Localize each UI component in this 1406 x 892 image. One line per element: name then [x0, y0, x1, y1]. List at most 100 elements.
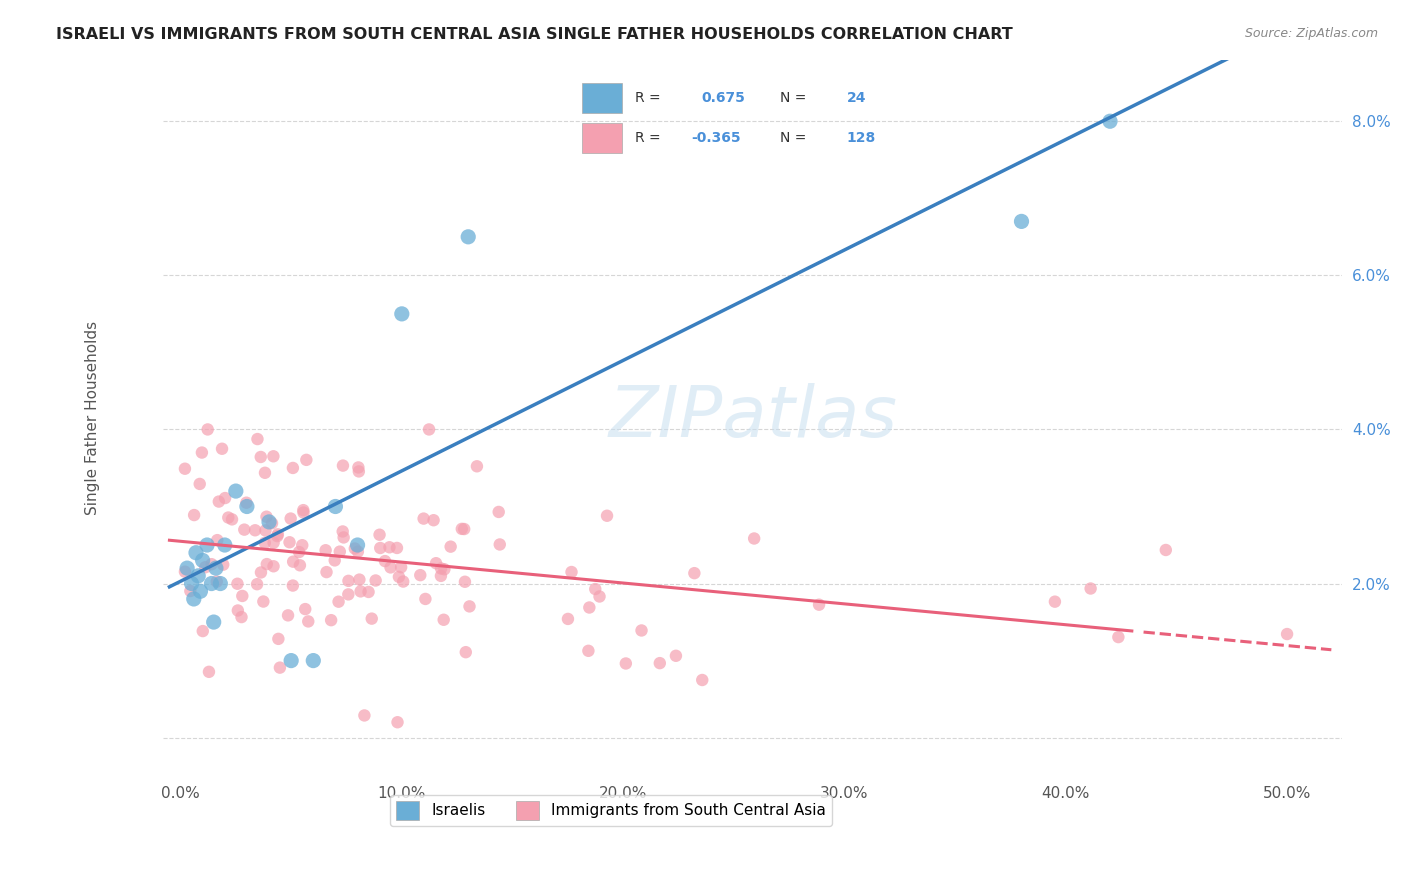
Immigrants from South Central Asia [433, 613, 456, 627]
Immigrants from South Central Asia [328, 595, 350, 609]
Immigrants from South Central Asia [415, 591, 437, 606]
Immigrants from South Central Asia [596, 508, 619, 523]
Immigrants from South Central Asia [347, 465, 370, 479]
Immigrants from South Central Asia [387, 715, 409, 730]
Immigrants from South Central Asia [360, 612, 382, 626]
Immigrants from South Central Asia [329, 544, 352, 558]
Immigrants from South Central Asia [281, 461, 304, 475]
Immigrants from South Central Asia [454, 574, 477, 589]
Immigrants from South Central Asia [388, 570, 411, 584]
Immigrants from South Central Asia [347, 460, 370, 475]
Immigrants from South Central Asia [253, 466, 276, 480]
Israelis [184, 546, 207, 560]
Israelis [225, 484, 247, 499]
Israelis [1011, 214, 1033, 228]
Immigrants from South Central Asia [576, 644, 599, 658]
Israelis [200, 576, 222, 591]
Immigrants from South Central Asia [252, 594, 274, 608]
Immigrants from South Central Asia [578, 600, 600, 615]
Immigrants from South Central Asia [267, 632, 290, 646]
Immigrants from South Central Asia [263, 559, 285, 574]
Text: Source: ZipAtlas.com: Source: ZipAtlas.com [1244, 27, 1378, 40]
Text: ZIPatlas: ZIPatlas [609, 384, 897, 452]
Immigrants from South Central Asia [454, 645, 477, 659]
Immigrants from South Central Asia [488, 505, 510, 519]
Immigrants from South Central Asia [368, 541, 391, 555]
Immigrants from South Central Asia [260, 516, 283, 531]
Immigrants from South Central Asia [294, 602, 316, 616]
Immigrants from South Central Asia [422, 513, 444, 527]
Immigrants from South Central Asia [208, 494, 231, 508]
Immigrants from South Central Asia [332, 531, 354, 545]
Immigrants from South Central Asia [262, 450, 284, 464]
Immigrants from South Central Asia [321, 613, 343, 627]
Immigrants from South Central Asia [221, 512, 243, 526]
Immigrants from South Central Asia [249, 450, 271, 464]
Immigrants from South Central Asia [378, 541, 401, 555]
Immigrants from South Central Asia [648, 656, 671, 670]
Immigrants from South Central Asia [214, 491, 236, 505]
Immigrants from South Central Asia [211, 442, 233, 456]
Immigrants from South Central Asia [233, 523, 256, 537]
Israelis [457, 229, 479, 244]
Israelis [280, 654, 302, 668]
Immigrants from South Central Asia [440, 540, 463, 554]
Immigrants from South Central Asia [280, 511, 302, 525]
Immigrants from South Central Asia [254, 524, 277, 538]
Immigrants from South Central Asia [226, 603, 249, 617]
Immigrants from South Central Asia [269, 660, 291, 674]
Immigrants from South Central Asia [267, 527, 290, 541]
Immigrants from South Central Asia [179, 584, 201, 599]
Immigrants from South Central Asia [430, 561, 453, 575]
Israelis [325, 500, 347, 514]
Immigrants from South Central Asia [231, 589, 253, 603]
Immigrants from South Central Asia [364, 574, 387, 588]
Immigrants from South Central Asia [188, 477, 211, 491]
Immigrants from South Central Asia [231, 610, 253, 624]
Immigrants from South Central Asia [246, 577, 269, 591]
Immigrants from South Central Asia [281, 555, 304, 569]
Immigrants from South Central Asia [198, 665, 221, 679]
Immigrants from South Central Asia [418, 422, 440, 436]
Y-axis label: Single Father Households: Single Father Households [86, 321, 100, 515]
Immigrants from South Central Asia [385, 541, 408, 555]
Immigrants from South Central Asia [1080, 582, 1102, 596]
Israelis [214, 538, 236, 552]
Immigrants from South Central Asia [191, 445, 214, 459]
Israelis [209, 576, 232, 591]
Immigrants from South Central Asia [337, 574, 360, 588]
Immigrants from South Central Asia [1107, 630, 1129, 644]
Immigrants from South Central Asia [281, 578, 304, 592]
Immigrants from South Central Asia [243, 523, 266, 537]
Immigrants from South Central Asia [614, 657, 637, 671]
Immigrants from South Central Asia [488, 537, 510, 551]
Immigrants from South Central Asia [266, 529, 288, 543]
Immigrants from South Central Asia [349, 584, 371, 599]
Immigrants from South Central Asia [465, 459, 488, 474]
Israelis [202, 615, 225, 629]
Immigrants from South Central Asia [183, 508, 205, 522]
Immigrants from South Central Asia [217, 510, 239, 524]
Immigrants from South Central Asia [458, 599, 481, 614]
Immigrants from South Central Asia [347, 544, 370, 558]
Immigrants from South Central Asia [256, 557, 278, 571]
Immigrants from South Central Asia [174, 565, 197, 579]
Immigrants from South Central Asia [263, 535, 285, 549]
Immigrants from South Central Asia [288, 558, 311, 573]
Immigrants from South Central Asia [665, 648, 688, 663]
Immigrants from South Central Asia [409, 568, 432, 582]
Immigrants from South Central Asia [392, 574, 415, 589]
Immigrants from South Central Asia [246, 432, 269, 446]
Israelis [302, 654, 325, 668]
Immigrants from South Central Asia [212, 558, 235, 572]
Immigrants from South Central Asia [690, 673, 713, 687]
Immigrants from South Central Asia [197, 422, 219, 436]
Immigrants from South Central Asia [368, 527, 391, 541]
Israelis [1098, 114, 1121, 128]
Israelis [183, 591, 205, 606]
Israelis [180, 576, 202, 591]
Immigrants from South Central Asia [235, 496, 257, 510]
Israelis [187, 569, 209, 583]
Israelis [176, 561, 198, 575]
Immigrants from South Central Asia [560, 565, 582, 579]
